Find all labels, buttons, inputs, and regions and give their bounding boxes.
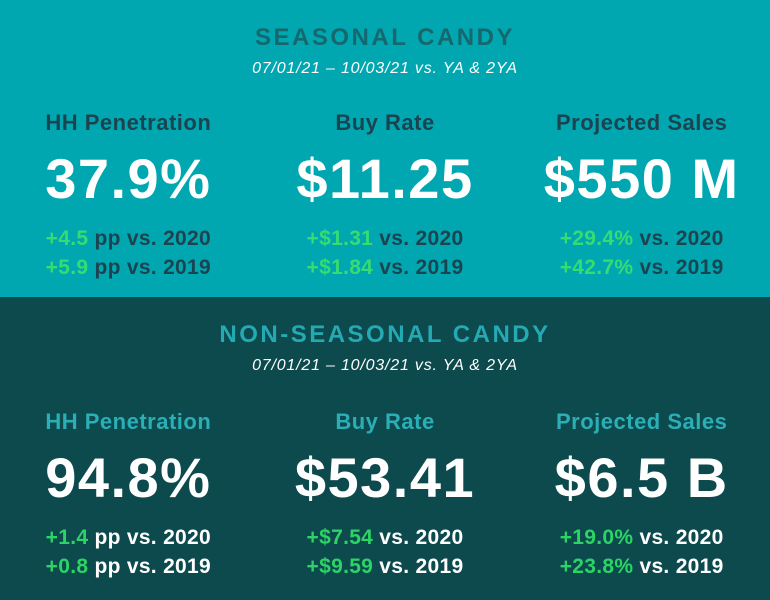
metric-changes: +$1.31 vs. 2020 +$1.84 vs. 2019 [257,224,514,282]
change-context: vs. 2019 [373,555,464,578]
metric-label: HH Penetration [45,409,212,434]
change-delta: +5.9 [45,256,89,279]
change-vs-2020: +$7.54 vs. 2020 [257,523,514,552]
change-context: pp vs. 2020 [88,526,211,549]
change-vs-2020: +$1.31 vs. 2020 [257,224,514,253]
change-context: vs. 2020 [373,526,464,549]
metric-hh-penetration: HH Penetration 37.9% +4.5 pp vs. 2020 +5… [0,110,257,282]
change-context: pp vs. 2020 [88,227,211,250]
change-vs-2020: +1.4 pp vs. 2020 [0,523,257,552]
metric-label: Buy Rate [335,409,435,434]
change-delta: +$1.84 [306,256,374,279]
change-vs-2019: +$9.59 vs. 2019 [257,552,514,581]
change-context: vs. 2019 [633,555,724,578]
metric-buy-rate: Buy Rate $11.25 +$1.31 vs. 2020 +$1.84 v… [257,110,514,282]
metric-changes: +1.4 pp vs. 2020 +0.8 pp vs. 2019 [0,523,257,581]
metric-changes: +$7.54 vs. 2020 +$9.59 vs. 2019 [257,523,514,581]
change-vs-2019: +23.8% vs. 2019 [513,552,770,581]
change-delta: +23.8% [559,555,634,578]
metric-value: $550 M [543,147,740,210]
change-delta: +0.8 [45,555,89,578]
change-delta: +1.4 [45,526,89,549]
change-vs-2019: +5.9 pp vs. 2019 [0,253,257,282]
change-vs-2019: +$1.84 vs. 2019 [257,253,514,282]
change-context: vs. 2020 [373,227,464,250]
metrics-row: HH Penetration 94.8% +1.4 pp vs. 2020 +0… [0,409,770,581]
change-context: pp vs. 2019 [88,555,211,578]
metric-label: HH Penetration [45,110,212,135]
change-context: vs. 2019 [373,256,464,279]
change-vs-2020: +4.5 pp vs. 2020 [0,224,257,253]
change-delta: +19.0% [559,526,634,549]
change-delta: +$9.59 [306,555,374,578]
section-subtitle: 07/01/21 – 10/03/21 vs. YA & 2YA [252,60,518,77]
metric-projected-sales: Projected Sales $550 M +29.4% vs. 2020 +… [513,110,770,282]
section-subtitle: 07/01/21 – 10/03/21 vs. YA & 2YA [252,357,518,374]
section-seasonal-candy: SEASONAL CANDY 07/01/21 – 10/03/21 vs. Y… [0,0,770,297]
metric-changes: +19.0% vs. 2020 +23.8% vs. 2019 [513,523,770,581]
change-context: vs. 2020 [633,526,724,549]
metric-value: 37.9% [45,147,212,210]
metric-value: $53.41 [294,446,476,509]
metric-buy-rate: Buy Rate $53.41 +$7.54 vs. 2020 +$9.59 v… [257,409,514,581]
section-non-seasonal-candy: NON-SEASONAL CANDY 07/01/21 – 10/03/21 v… [0,297,770,600]
metric-changes: +4.5 pp vs. 2020 +5.9 pp vs. 2019 [0,224,257,282]
metric-projected-sales: Projected Sales $6.5 B +19.0% vs. 2020 +… [513,409,770,581]
change-delta: +$1.31 [306,227,374,250]
metric-label: Projected Sales [555,110,728,135]
change-context: vs. 2020 [633,227,724,250]
metric-value: 94.8% [45,446,212,509]
change-vs-2019: +42.7% vs. 2019 [513,253,770,282]
change-context: pp vs. 2019 [88,256,211,279]
metric-label: Projected Sales [555,409,728,434]
section-title: NON-SEASONAL CANDY [219,321,551,348]
metrics-row: HH Penetration 37.9% +4.5 pp vs. 2020 +5… [0,110,770,282]
change-vs-2020: +29.4% vs. 2020 [513,224,770,253]
metric-value: $6.5 B [554,446,729,509]
metric-value: $11.25 [296,147,474,210]
change-delta: +42.7% [559,256,634,279]
change-delta: +$7.54 [306,526,374,549]
metric-changes: +29.4% vs. 2020 +42.7% vs. 2019 [513,224,770,282]
change-delta: +29.4% [559,227,634,250]
change-delta: +4.5 [45,227,89,250]
section-title: SEASONAL CANDY [255,24,515,51]
metric-hh-penetration: HH Penetration 94.8% +1.4 pp vs. 2020 +0… [0,409,257,581]
change-vs-2019: +0.8 pp vs. 2019 [0,552,257,581]
change-context: vs. 2019 [633,256,724,279]
metric-label: Buy Rate [335,110,435,135]
change-vs-2020: +19.0% vs. 2020 [513,523,770,552]
